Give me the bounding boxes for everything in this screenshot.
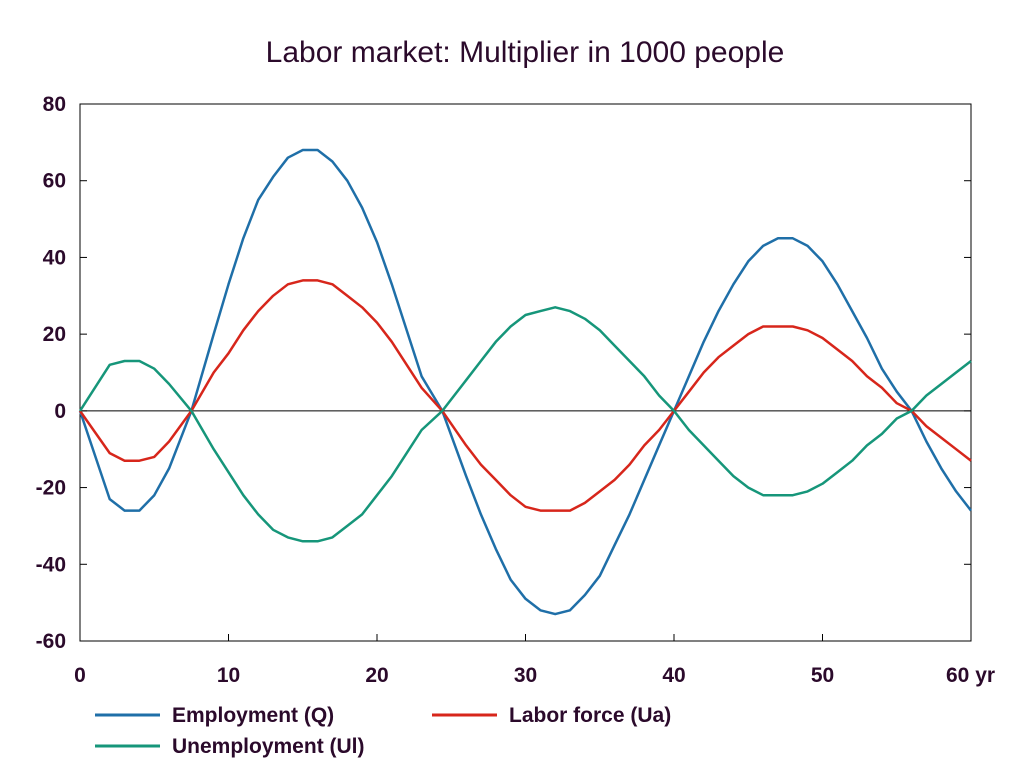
- y-tick-label: -60: [36, 630, 66, 653]
- x-tick-label: 0: [74, 664, 86, 687]
- x-tick-label: 60 yr: [946, 664, 995, 687]
- y-tick-label: 60: [43, 170, 66, 193]
- x-tick-label: 20: [365, 664, 388, 687]
- legend: Employment (Q) Labor force (Ua) Unemployme…: [95, 704, 671, 758]
- x-tick-label: 40: [662, 664, 685, 687]
- legend-label-1: Employment (Q): [172, 704, 334, 727]
- x-tick-label: 50: [811, 664, 834, 687]
- y-tick-label: 0: [54, 400, 66, 423]
- x-tick-label: 10: [217, 664, 240, 687]
- series-lines: [78, 148, 972, 616]
- legend-label-3: Unemployment (Ul): [172, 735, 365, 758]
- x-tick-label: 30: [514, 664, 537, 687]
- legend-label-2: Labor force (Ua): [509, 704, 671, 727]
- y-tick-label: 20: [43, 323, 66, 346]
- series-line-1: [78, 148, 972, 616]
- chart-title: Labor market: Multiplier in 1000 people: [266, 36, 785, 69]
- series-line-2: [78, 279, 972, 512]
- y-tick-label: 40: [43, 246, 66, 269]
- y-tick-label: -20: [36, 477, 66, 500]
- y-tick-label: -40: [36, 553, 66, 576]
- series-line-3: [78, 306, 972, 543]
- axes: 80 60 40 20 0 -20 -40 -60 0 10 20 30 40 50 60 yr: [36, 93, 995, 687]
- y-tick-label: 80: [43, 93, 66, 116]
